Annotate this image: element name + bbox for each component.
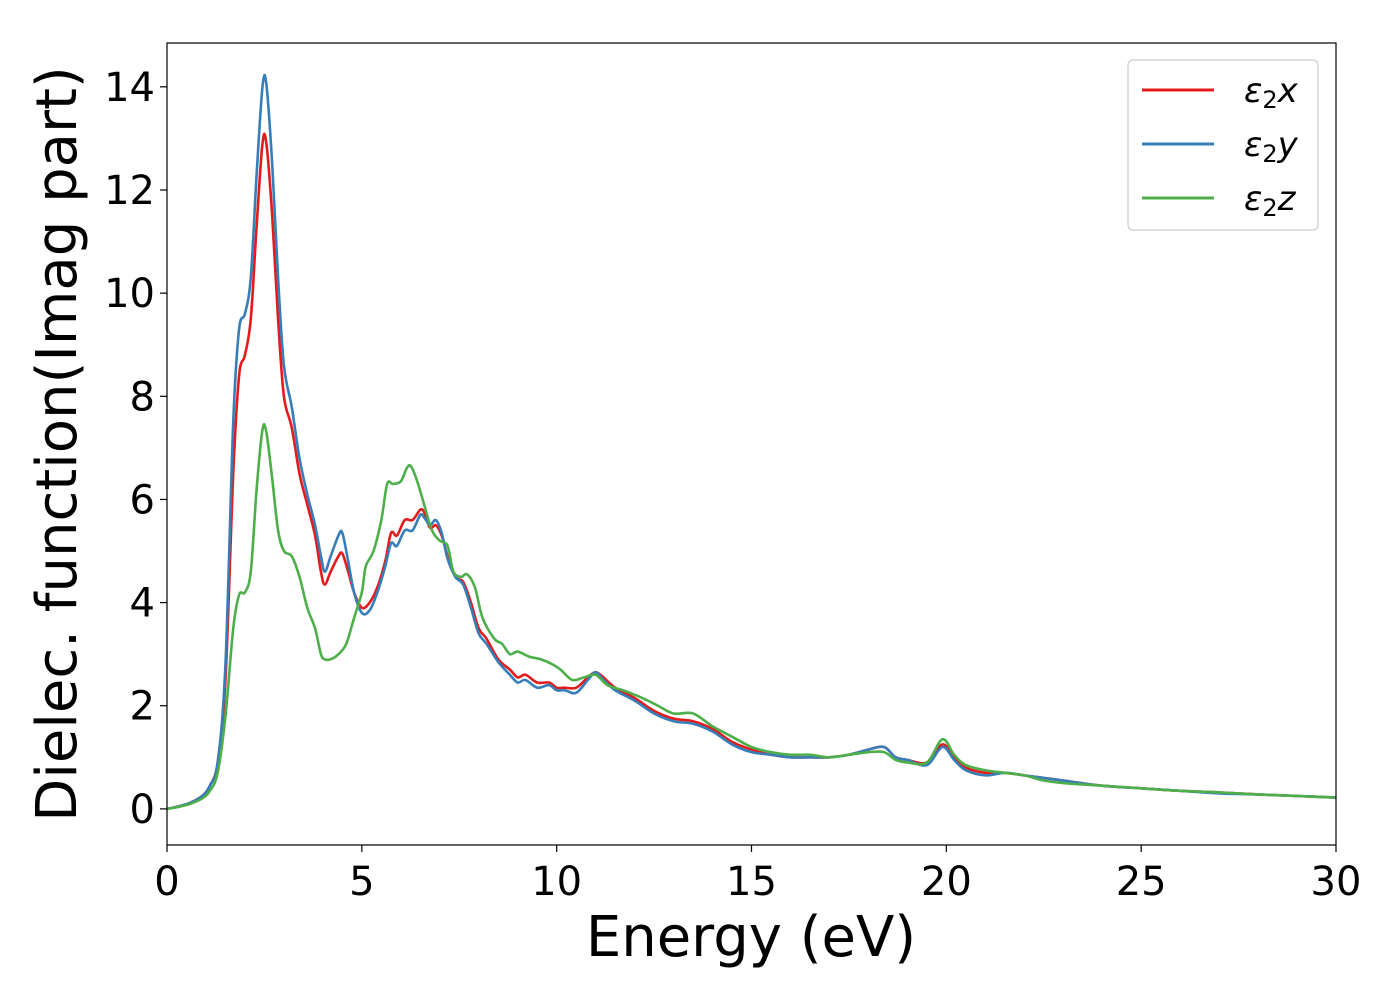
- x-tick-label: 25: [1116, 859, 1167, 905]
- y-tick-label: 10: [104, 271, 155, 317]
- y-tick-label: 6: [130, 477, 155, 523]
- legend-box: [1127, 59, 1319, 231]
- y-tick-label: 14: [104, 65, 155, 111]
- y-tick-label: 2: [130, 684, 155, 730]
- x-tick-label: 30: [1311, 859, 1362, 905]
- x-axis-title: Energy (eV): [586, 905, 916, 970]
- x-tick-label: 5: [349, 859, 374, 905]
- y-tick-label: 0: [130, 787, 155, 833]
- x-tick-label: 15: [726, 859, 777, 905]
- y-axis-title: Dielec. function(Imag part): [25, 66, 90, 822]
- x-axis: 0 5 10 15 20 25 30: [154, 845, 1361, 905]
- y-tick-label: 8: [130, 374, 155, 420]
- x-tick-label: 20: [921, 859, 972, 905]
- legend-label-x: ε2x: [1244, 71, 1299, 114]
- y-axis: 0 2 4 6 8 10 12 14: [104, 65, 167, 833]
- x-tick-label: 10: [531, 859, 582, 905]
- x-tick-label: 0: [154, 859, 179, 905]
- legend-label-y: ε2y: [1244, 125, 1299, 168]
- y-tick-label: 12: [104, 168, 155, 214]
- series-line-z: [166, 423, 1337, 811]
- series-layer: [166, 73, 1337, 811]
- y-tick-label: 4: [130, 581, 155, 627]
- legend-label-z: ε2z: [1244, 179, 1297, 222]
- legend: ε2x ε2y ε2z: [1127, 59, 1319, 231]
